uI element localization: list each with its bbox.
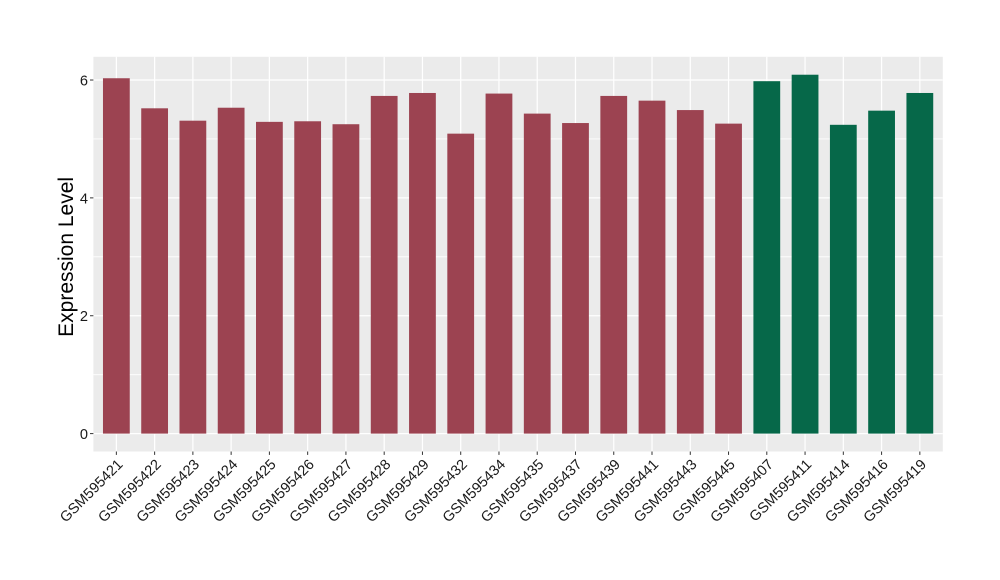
svg-text:0: 0	[80, 427, 88, 443]
svg-text:6: 6	[80, 74, 88, 90]
svg-text:Expression Level: Expression Level	[55, 177, 78, 337]
svg-text:4: 4	[80, 191, 88, 207]
svg-text:2: 2	[80, 309, 88, 325]
